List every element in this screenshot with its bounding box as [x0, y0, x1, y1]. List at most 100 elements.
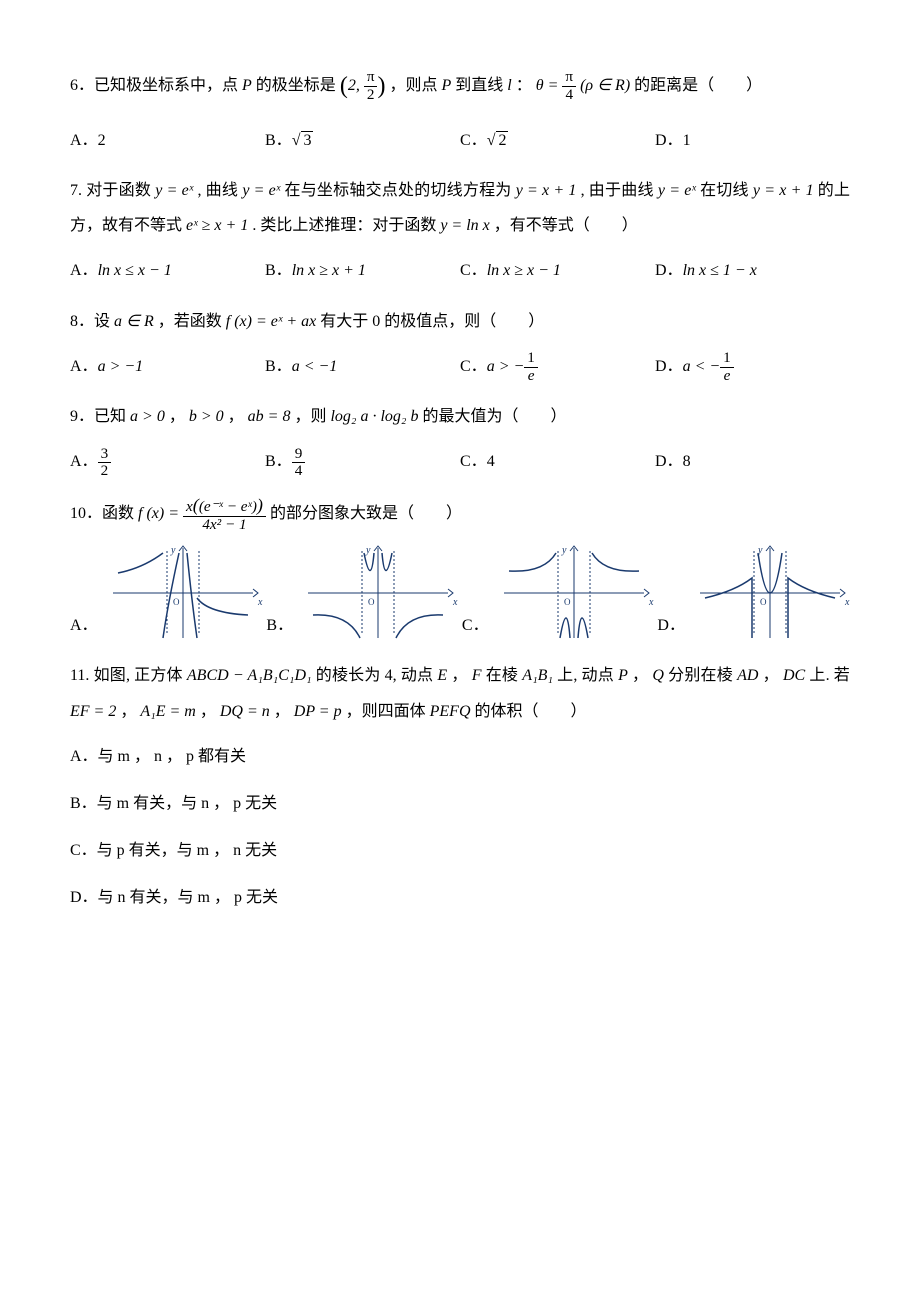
q11-opt-a: A．与 m ， n ， p 都有关: [70, 739, 850, 774]
q7-a-val: ln x ≤ x − 1: [98, 262, 172, 279]
q6-P2: P: [442, 77, 452, 94]
q9-opt-d: D．8: [655, 444, 850, 480]
svg-text:x: x: [648, 597, 654, 608]
q6-opt-c: C．√2: [460, 123, 655, 158]
q9-b-frac: 94: [292, 446, 306, 480]
q8-c-num: 1: [524, 350, 538, 368]
q8-c-pre: a > −: [487, 358, 525, 375]
q9-t2: ，则: [294, 408, 330, 425]
q8-opt-a: A．a > −1: [70, 349, 265, 385]
q8-fn: f (x) = eˣ + ax: [226, 313, 317, 330]
q7-b-label: B．: [265, 262, 292, 279]
q7-d-val: ln x ≤ 1 − x: [683, 262, 757, 279]
q7-t8: ，有不等式（ ）: [494, 217, 638, 234]
q10-graph-d: D． x y O: [657, 543, 850, 643]
q6-text-3: ，则点: [389, 77, 441, 94]
q6-rho: (ρ ∈ R): [580, 77, 630, 94]
q7-opt-c: C．ln x ≥ x − 1: [460, 253, 655, 288]
q11-t10: ，则四面体: [346, 703, 430, 720]
q9-d-label: D．: [655, 453, 683, 470]
q11-c3: DQ = n: [220, 703, 270, 720]
q6-lparen: (: [340, 73, 348, 99]
q11-options: A．与 m ， n ， p 都有关 B．与 m 有关，与 n ， p 无关 C．…: [70, 739, 850, 916]
q10-num: x((e⁻ˣ − eˣ)): [183, 495, 266, 517]
q10-label-d: D．: [657, 608, 685, 643]
q7-opt-a: A．ln x ≤ x − 1: [70, 253, 265, 288]
question-10: 10．函数 f (x) = x((e⁻ˣ − eˣ)) 4x² − 1 的部分图…: [70, 495, 850, 533]
q10-graph-b: B． x y O: [266, 543, 458, 643]
q8-a-val: a > −1: [98, 358, 144, 375]
svg-text:y: y: [170, 545, 176, 556]
q6-b-val: 3: [301, 131, 313, 149]
q6-coord-den: 2: [364, 87, 378, 104]
q7-tan: y = x + 1: [516, 182, 577, 199]
q11-f: F: [472, 667, 482, 684]
q6-opt-a: A．2: [70, 123, 265, 158]
q10-num-rp: ): [257, 495, 263, 515]
q6-opt-b: B．√3: [265, 123, 460, 158]
q11-e: E: [437, 667, 447, 684]
q10-graph-a: A． x y O: [70, 543, 263, 643]
q9-c3: ab = 8: [248, 408, 291, 425]
q7-b-val: ln x ≥ x + 1: [292, 262, 366, 279]
q10-t2: 的部分图象大致是（ ）: [270, 505, 462, 522]
svg-text:O: O: [173, 597, 180, 607]
graph-d-svg: x y O: [690, 543, 850, 643]
q6-b-label: B．: [265, 132, 292, 149]
q9-c-label: C．: [460, 453, 487, 470]
q11-t6: ，: [632, 667, 652, 684]
q6-a-val: 2: [98, 132, 106, 149]
q10-t1: 10．函数: [70, 505, 138, 522]
q10-den: 4x² − 1: [183, 517, 266, 534]
q7-fn4: y = ln x: [440, 217, 489, 234]
q9-t3: 的最大值为（ ）: [422, 408, 566, 425]
q7-fn2: y = eˣ: [242, 182, 280, 199]
q11-t2: 的棱长为 4, 动点: [316, 667, 438, 684]
q9-d-val: 8: [683, 453, 691, 470]
q11-t9: 上. 若: [809, 667, 850, 684]
q11-t8: ，: [763, 667, 783, 684]
q6-d-val: 1: [683, 132, 691, 149]
graph-c-svg: x y O: [494, 543, 654, 643]
q6-c-val: 2: [496, 131, 508, 149]
q6-rhs-num: π: [562, 69, 576, 87]
q11-q: Q: [652, 667, 664, 684]
q11-s2: ，: [200, 703, 220, 720]
q11-t4: 在棱: [486, 667, 523, 684]
q9-s2: ，: [228, 408, 248, 425]
q7-ineq: eˣ ≥ x + 1: [186, 217, 248, 234]
q11-s3: ，: [274, 703, 294, 720]
q11-e3: DC: [783, 667, 805, 684]
question-8: 8．设 a ∈ R ，若函数 f (x) = eˣ + ax 有大于 0 的极值…: [70, 304, 850, 339]
question-11: 11. 如图, 正方体 ABCD − A₁B₁C₁D₁ 的棱长为 4, 动点 E…: [70, 658, 850, 728]
q11-c4: DP = p: [294, 703, 342, 720]
q6-text-6: 的距离是（ ）: [634, 77, 762, 94]
q9-c1: a > 0: [130, 408, 165, 425]
q11-t1: 11. 如图, 正方体: [70, 667, 187, 684]
q7-t1: 7. 对于函数: [70, 182, 155, 199]
q9-b-label: B．: [265, 453, 292, 470]
q8-t3: 有大于 0 的极值点，则（ ）: [320, 313, 544, 330]
q9-b-num: 9: [292, 446, 306, 464]
graph-b-svg: x y O: [298, 543, 458, 643]
q11-cube: ABCD − A₁B₁C₁D₁: [187, 667, 312, 684]
q8-t2: ，若函数: [158, 313, 226, 330]
q8-d-label: D．: [655, 358, 683, 375]
q7-t4: , 由于曲线: [581, 182, 658, 199]
q10-frac: x((e⁻ˣ − eˣ)) 4x² − 1: [183, 495, 266, 533]
q10-label-b: B．: [266, 608, 293, 643]
q11-opt-d: D．与 n 有关，与 m ， p 无关: [70, 880, 850, 915]
q8-c-den: e: [524, 368, 538, 385]
q11-t3: ，: [451, 667, 471, 684]
q10-fnp: f (x) =: [138, 505, 179, 522]
svg-text:O: O: [368, 597, 375, 607]
q7-t5: 在切线: [700, 182, 753, 199]
q9-c2: b > 0: [189, 408, 224, 425]
q7-d-label: D．: [655, 262, 683, 279]
q6-a-label: A．: [70, 132, 98, 149]
q6-rhs: π 4: [562, 69, 576, 103]
q8-cond: a ∈ R: [114, 313, 154, 330]
q7-options: A．ln x ≤ x − 1 B．ln x ≥ x + 1 C．ln x ≥ x…: [70, 253, 850, 288]
q6-text-1: 6．已知极坐标系中，点: [70, 77, 242, 94]
q8-b-label: B．: [265, 358, 292, 375]
